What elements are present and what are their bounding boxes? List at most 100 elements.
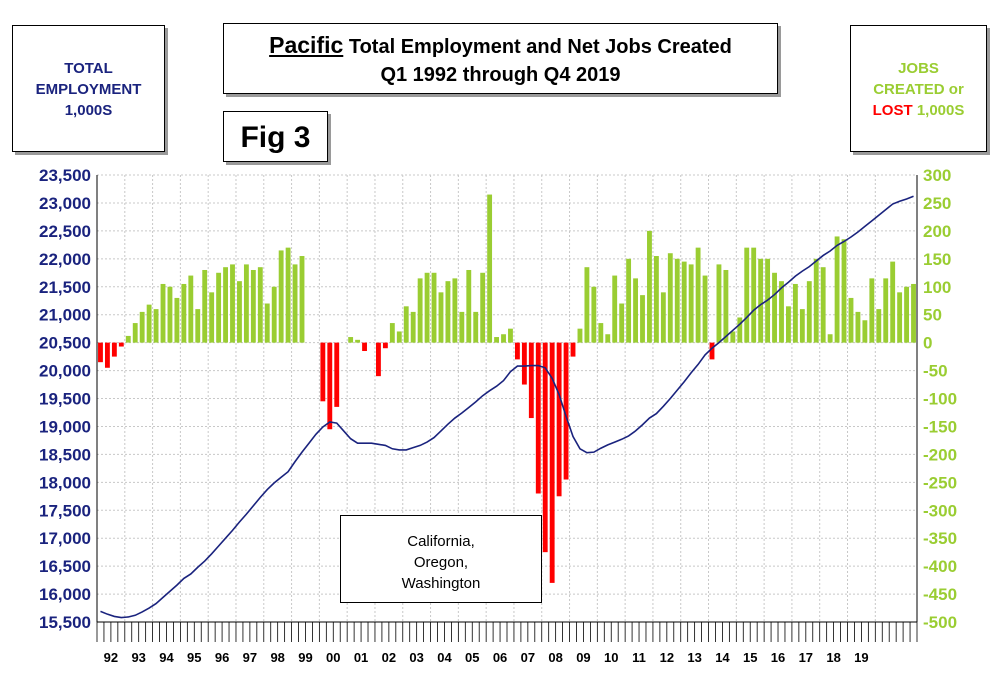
left-axis-tick-label: 17,500 xyxy=(39,501,91,520)
left-axis-tick-label: 18,000 xyxy=(39,473,91,492)
left-axis-tick-label: 21,500 xyxy=(39,278,91,297)
jobs-bar xyxy=(813,258,819,343)
jobs-bar xyxy=(396,331,402,343)
x-axis-year-label: 07 xyxy=(521,650,535,665)
x-axis-year-label: 94 xyxy=(159,650,174,665)
right-axis-label-unit: 1,000S xyxy=(916,102,965,119)
right-axis-tick-label: -50 xyxy=(923,362,948,381)
jobs-bar xyxy=(577,328,583,343)
x-axis-year-label: 98 xyxy=(270,650,284,665)
jobs-bar xyxy=(674,258,680,343)
jobs-bar xyxy=(542,342,548,553)
jobs-bar xyxy=(911,283,916,343)
jobs-bar xyxy=(382,342,388,349)
right-axis-tick-label: 250 xyxy=(923,194,951,213)
jobs-bar xyxy=(904,286,909,343)
x-axis-year-label: 12 xyxy=(660,650,674,665)
right-axis-tick-label: 300 xyxy=(923,166,951,185)
right-axis-label-line1: JOBS xyxy=(898,60,939,77)
right-axis-tick-label: -200 xyxy=(923,445,957,464)
left-axis-tick-label: 19,500 xyxy=(39,390,91,409)
jobs-bar xyxy=(556,342,562,497)
jobs-bar xyxy=(250,269,256,343)
jobs-bar xyxy=(563,342,569,480)
chart-title-box: Pacific Total Employment and Net Jobs Cr… xyxy=(223,23,778,94)
jobs-bar xyxy=(264,303,270,343)
right-axis-tick-label: 100 xyxy=(923,278,951,297)
x-axis-year-label: 02 xyxy=(382,650,396,665)
jobs-bar xyxy=(417,278,423,343)
left-axis-tick-label: 20,000 xyxy=(39,362,91,381)
left-axis-tick-label: 21,000 xyxy=(39,306,91,325)
jobs-bar xyxy=(237,281,242,343)
x-axis-year-label: 19 xyxy=(854,650,868,665)
jobs-bar xyxy=(111,342,117,357)
jobs-bar xyxy=(348,337,354,343)
x-axis-year-label: 97 xyxy=(243,650,257,665)
right-axis-tick-label: -250 xyxy=(923,473,957,492)
left-axis-tick-label: 18,500 xyxy=(39,445,91,464)
jobs-bar xyxy=(132,323,138,343)
left-axis-tick-label: 19,000 xyxy=(39,417,91,436)
x-axis-year-label: 96 xyxy=(215,650,229,665)
jobs-bar xyxy=(160,283,166,343)
x-axis-year-label: 99 xyxy=(298,650,312,665)
jobs-bar xyxy=(897,292,903,343)
x-axis-year-label: 10 xyxy=(604,650,618,665)
jobs-bar xyxy=(653,256,659,343)
x-axis-year-label: 16 xyxy=(771,650,785,665)
jobs-bar xyxy=(709,342,715,360)
jobs-bar xyxy=(285,247,291,343)
right-axis-tick-label: -150 xyxy=(923,417,957,436)
left-axis-tick-label: 16,000 xyxy=(39,585,91,604)
right-axis-tick-label: -400 xyxy=(923,557,957,576)
x-axis-year-label: 06 xyxy=(493,650,507,665)
region-note-line1: California, xyxy=(407,533,475,550)
jobs-bar xyxy=(737,317,743,343)
right-axis-label-lost: LOST xyxy=(872,102,913,119)
x-axis-year-label: 92 xyxy=(104,650,118,665)
jobs-bar xyxy=(389,323,395,343)
x-axis-ticks: 92 93 94 95 96 97 98 99 00 01 02 03 04 05 06 07 08 09 10 11… xyxy=(104,650,869,665)
right-axis-label-line2: CREATED or xyxy=(873,81,964,98)
jobs-bar xyxy=(320,342,326,402)
jobs-bar xyxy=(327,342,333,430)
right-axis-tick-label: 200 xyxy=(923,222,951,241)
jobs-bar xyxy=(153,309,159,343)
right-axis-label-box: JOBS CREATED or LOST 1,000S xyxy=(850,25,987,152)
region-note-line3: Washington xyxy=(401,575,481,592)
jobs-bar xyxy=(612,275,618,343)
jobs-bars xyxy=(98,194,916,583)
jobs-bar xyxy=(146,304,152,343)
jobs-bar xyxy=(827,334,833,343)
jobs-bar xyxy=(528,342,534,419)
right-axis-tick-label: -300 xyxy=(923,501,957,520)
jobs-bar xyxy=(820,267,826,343)
jobs-bar xyxy=(230,264,235,343)
jobs-bar xyxy=(355,339,361,343)
right-axis-label-line3: LOST 1,000S xyxy=(851,100,986,121)
x-axis-year-label: 11 xyxy=(632,650,646,665)
right-axis-tick-label: -350 xyxy=(923,529,957,548)
right-axis-tick-label: -450 xyxy=(923,585,957,604)
chart-title-line1: Pacific Total Employment and Net Jobs Cr… xyxy=(224,31,777,61)
jobs-bar xyxy=(584,267,590,343)
jobs-bar xyxy=(334,342,340,407)
jobs-bar xyxy=(452,278,458,343)
jobs-bar xyxy=(779,281,784,343)
jobs-bar xyxy=(473,311,479,343)
jobs-bar xyxy=(410,311,416,343)
jobs-bar xyxy=(223,267,228,343)
right-axis-tick-label: 150 xyxy=(923,250,951,269)
jobs-bar xyxy=(431,272,437,343)
jobs-bar xyxy=(792,283,798,343)
left-axis-tick-label: 16,500 xyxy=(39,557,91,576)
x-axis-year-label: 93 xyxy=(131,650,145,665)
jobs-bar xyxy=(508,328,513,343)
jobs-bar xyxy=(243,264,249,343)
jobs-bar xyxy=(695,247,701,343)
region-note-line2: Oregon, xyxy=(413,554,469,571)
left-axis-tick-label: 20,500 xyxy=(39,334,91,353)
jobs-bar xyxy=(640,295,645,343)
jobs-bar xyxy=(758,258,764,343)
